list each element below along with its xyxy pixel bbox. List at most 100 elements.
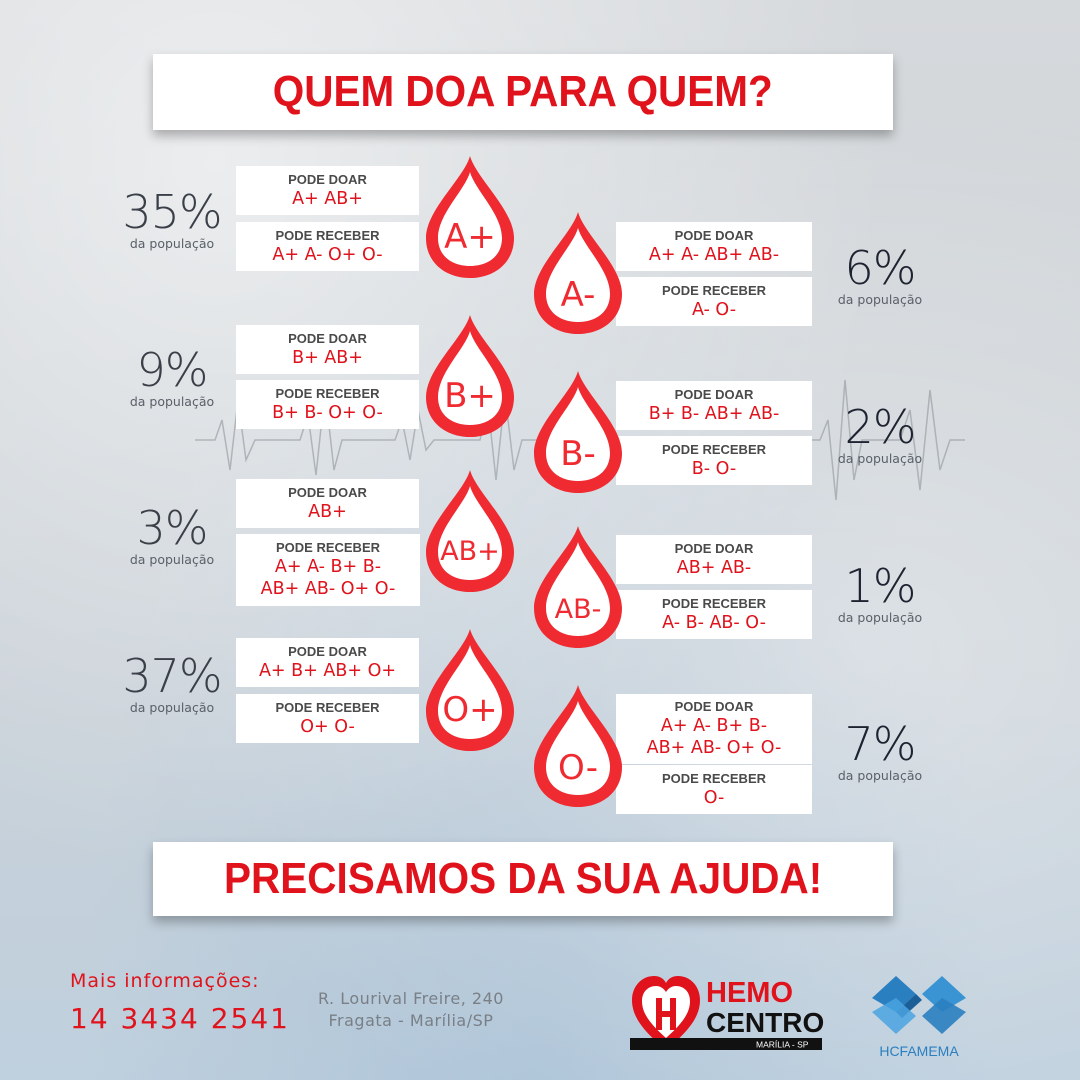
value-pode-doar: A+ B+ AB+ O+: [258, 660, 397, 681]
box-o-plus-doar: PODE DOAR A+ B+ AB+ O+: [236, 638, 419, 687]
percent-caption: da população: [837, 610, 923, 625]
hcfamema-logo: HCFAMEMA: [872, 976, 966, 1059]
percent-value: 3%: [136, 501, 209, 555]
contact-label: Mais informações:: [70, 970, 260, 992]
percent-value: 6%: [844, 241, 917, 295]
label-pode-receber: PODE RECEBER: [275, 699, 380, 715]
value-pode-doar: B+ B- AB+ AB-: [648, 403, 780, 424]
blood-type-label: O-: [558, 748, 598, 788]
label-pode-doar: PODE DOAR: [288, 330, 367, 346]
box-o-plus-receber: PODE RECEBER O+ O-: [236, 694, 419, 743]
label-pode-doar: PODE DOAR: [288, 484, 367, 500]
value-pode-doar-line2: AB+ AB- O+ O-: [646, 738, 782, 758]
box-ab-plus-doar: PODE DOAR AB+: [236, 479, 419, 528]
value-pode-receber: B- O-: [691, 458, 737, 479]
value-pode-receber-line1: A+ A- B+ B-: [274, 557, 382, 577]
value-pode-doar: AB+ AB-: [676, 557, 752, 578]
title-banner: QUEM DOA PARA QUEM?: [153, 54, 893, 130]
box-a-plus-receber: PODE RECEBER A+ A- O+ O-: [236, 222, 419, 271]
box-o-minus-receber: PODE RECEBER O-: [616, 765, 812, 814]
box-ab-minus-doar: PODE DOAR AB+ AB-: [616, 535, 812, 584]
percent-value: 1%: [844, 559, 917, 613]
label-pode-doar: PODE DOAR: [674, 227, 754, 243]
label-pode-receber: PODE RECEBER: [275, 540, 381, 555]
percent-caption: da população: [129, 700, 215, 715]
percent-caption: da população: [129, 552, 215, 567]
percent-o-plus: 37% da população: [112, 652, 232, 715]
value-pode-receber: O-: [703, 787, 725, 808]
box-o-minus-doar: PODE DOAR A+ A- B+ B- AB+ AB- O+ O-: [616, 694, 812, 764]
blood-type-label: O+: [442, 690, 497, 730]
label-pode-receber: PODE RECEBER: [275, 227, 380, 243]
blood-drop-b-plus-icon: B+: [420, 311, 520, 441]
label-pode-doar: PODE DOAR: [288, 643, 367, 659]
box-a-minus-receber: PODE RECEBER A- O-: [616, 277, 812, 326]
hemocentro-logo: HEMO CENTRO MARÍLIA - SP: [630, 976, 824, 1050]
blood-type-label: B+: [444, 376, 496, 416]
value-pode-doar: A+ AB+: [292, 188, 363, 209]
percent-a-plus: 35% da população: [112, 188, 232, 251]
value-pode-doar: AB+: [308, 501, 347, 522]
percent-ab-minus: 1% da população: [820, 562, 940, 625]
percent-value: 2%: [844, 400, 917, 454]
logo-hemo-text: HEMO: [706, 977, 793, 1009]
label-pode-doar: PODE DOAR: [674, 540, 754, 556]
label-pode-receber: PODE RECEBER: [661, 441, 767, 457]
address-line1: R. Lourival Freire, 240: [318, 989, 504, 1008]
percent-caption: da população: [129, 236, 215, 251]
percent-ab-plus: 3% da população: [112, 504, 232, 567]
value-pode-receber: O+ O-: [300, 716, 355, 737]
call-to-action-text: PRECISAMOS DA SUA AJUDA!: [223, 854, 823, 903]
blood-drop-o-minus-icon: O-: [528, 681, 628, 811]
percent-a-minus: 6% da população: [820, 244, 940, 307]
box-ab-plus-receber: PODE RECEBER A+ A- B+ B- AB+ AB- O+ O-: [236, 534, 420, 606]
blood-drop-o-plus-icon: O+: [420, 625, 520, 755]
address-block: R. Lourival Freire, 240 Fragata - Maríli…: [318, 988, 504, 1032]
blood-type-label: A+: [444, 217, 496, 257]
logo-city-text: MARÍLIA - SP: [756, 1040, 809, 1050]
label-pode-doar: PODE DOAR: [674, 386, 754, 402]
box-b-minus-receber: PODE RECEBER B- O-: [616, 436, 812, 485]
value-pode-doar-line1: A+ A- B+ B-: [660, 716, 768, 736]
value-pode-receber-line2: AB+ AB- O+ O-: [260, 579, 396, 599]
blood-drop-b-minus-icon: B-: [528, 367, 628, 497]
label-pode-receber: PODE RECEBER: [661, 595, 767, 611]
percent-value: 7%: [844, 717, 917, 771]
value-pode-receber: B+ B- O+ O-: [272, 402, 383, 423]
percent-value: 37%: [122, 649, 222, 703]
percent-o-minus: 7% da população: [820, 720, 940, 783]
box-a-plus-doar: PODE DOAR A+ AB+: [236, 166, 419, 215]
value-pode-doar: B+ AB+: [292, 347, 363, 368]
address-line2: Fragata - Marília/SP: [328, 1011, 494, 1030]
logo-hcfamema-text: HCFAMEMA: [879, 1043, 959, 1059]
percent-value: 9%: [136, 343, 209, 397]
blood-drop-a-minus-icon: A-: [528, 208, 628, 338]
logo-centro-text: CENTRO: [706, 1007, 824, 1038]
blood-type-label: AB+: [440, 536, 500, 567]
box-b-plus-doar: PODE DOAR B+ AB+: [236, 325, 419, 374]
blood-type-label: B-: [560, 434, 596, 474]
box-ab-minus-receber: PODE RECEBER A- B- AB- O-: [616, 590, 812, 639]
page-title: QUEM DOA PARA QUEM?: [273, 67, 773, 116]
percent-value: 35%: [122, 185, 222, 239]
blood-drop-ab-plus-icon: AB+: [420, 466, 520, 596]
call-to-action-banner: PRECISAMOS DA SUA AJUDA!: [153, 842, 893, 916]
contact-block: Mais informações: 14 3434 2541: [70, 970, 290, 1035]
label-pode-doar: PODE DOAR: [288, 171, 367, 187]
label-pode-receber: PODE RECEBER: [661, 282, 767, 298]
percent-b-minus: 2% da população: [820, 403, 940, 466]
percent-caption: da população: [129, 394, 215, 409]
contact-phone[interactable]: 14 3434 2541: [70, 1002, 290, 1035]
percent-caption: da população: [837, 451, 923, 466]
label-pode-doar: PODE DOAR: [674, 699, 754, 714]
value-pode-receber: A- B- AB- O-: [662, 612, 766, 633]
blood-type-label: AB-: [555, 594, 602, 625]
box-b-minus-doar: PODE DOAR B+ B- AB+ AB-: [616, 381, 812, 430]
value-pode-doar: A+ A- AB+ AB-: [648, 244, 780, 265]
box-a-minus-doar: PODE DOAR A+ A- AB+ AB-: [616, 222, 812, 271]
box-b-plus-receber: PODE RECEBER B+ B- O+ O-: [236, 380, 419, 429]
blood-drop-a-plus-icon: A+: [420, 152, 520, 282]
label-pode-receber: PODE RECEBER: [275, 385, 380, 401]
value-pode-receber: A+ A- O+ O-: [272, 244, 383, 265]
blood-drop-ab-minus-icon: AB-: [528, 522, 628, 652]
